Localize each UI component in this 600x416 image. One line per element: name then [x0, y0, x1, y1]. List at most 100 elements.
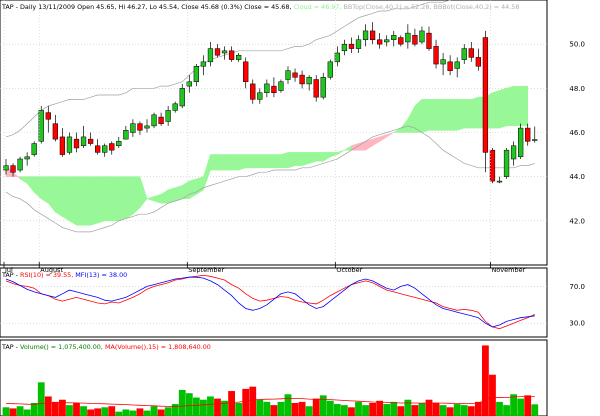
cloud-segment	[224, 154, 232, 171]
candle-body	[179, 88, 185, 107]
cloud-segment	[139, 176, 148, 209]
candle-body	[10, 165, 16, 173]
cloud-segment	[111, 176, 120, 222]
candle-body	[80, 136, 87, 147]
volume-bar	[439, 405, 447, 416]
candle-body	[327, 61, 333, 78]
cloud-segment	[118, 176, 127, 222]
candle-body	[461, 48, 467, 60]
volume-bar	[524, 395, 532, 416]
volume-bar	[242, 388, 250, 416]
volume-bar	[291, 402, 299, 416]
volume-bar	[143, 410, 151, 416]
cloud-segment	[315, 152, 324, 162]
candle-body	[292, 72, 298, 78]
month-label: November	[491, 266, 525, 274]
candle-body	[532, 139, 538, 141]
cloud-segment	[90, 176, 98, 226]
volume-bar	[270, 405, 278, 416]
cloud-segment	[280, 151, 289, 169]
volume-bar	[94, 408, 102, 416]
volume-bar	[200, 399, 207, 416]
cloud-segment	[132, 176, 141, 215]
cloud-segment	[301, 152, 310, 167]
price-tick-label: 42.0	[569, 217, 585, 225]
candle-body	[228, 50, 235, 60]
candle-body	[45, 112, 51, 120]
month-label: September	[188, 266, 224, 274]
candle-body	[207, 48, 214, 63]
candle-body	[306, 77, 312, 85]
month-label: October	[336, 266, 362, 274]
volume-bar	[453, 404, 461, 416]
volume-bar	[129, 410, 137, 416]
volume-bar	[432, 402, 440, 416]
volume-bar	[362, 405, 369, 416]
candle-body	[38, 110, 44, 142]
volume-bar	[256, 399, 264, 416]
volume-bar	[390, 401, 398, 416]
candle-body	[95, 145, 101, 153]
candle-body	[193, 66, 199, 82]
candle-body	[362, 30, 369, 40]
cloud-segment	[287, 152, 296, 169]
cloud-segment	[259, 154, 268, 169]
cloud-segment	[266, 154, 275, 169]
volume-bar	[397, 406, 405, 416]
candle-body	[468, 48, 474, 58]
cloud-segment	[217, 154, 225, 171]
candle-body	[243, 61, 249, 82]
volume-bar	[66, 405, 73, 416]
volume-bar	[263, 401, 271, 416]
candle-body	[391, 35, 397, 40]
volume-bar	[171, 404, 179, 416]
cloud-segment	[273, 154, 282, 169]
price-tick-label: 46.0	[569, 129, 585, 137]
volume-bar	[185, 393, 193, 416]
volume-bar	[503, 405, 510, 416]
price-header-part: BBBot(Close,40,2) = 44.58	[431, 3, 519, 11]
cloud-segment	[463, 99, 472, 129]
price-header-part: Cloud = 46.97,	[291, 3, 341, 11]
volume-bar	[192, 397, 200, 416]
volume-bar	[305, 406, 313, 416]
volume-bar	[510, 394, 517, 416]
candle-body	[412, 35, 418, 45]
cloud-segment	[62, 176, 70, 222]
volume-bar	[178, 389, 186, 416]
volume-bar	[425, 399, 433, 416]
candle-body	[341, 43, 348, 52]
candle-body	[503, 149, 510, 177]
price-tick-label: 48.0	[569, 85, 585, 93]
volume-bar	[44, 396, 52, 416]
volume-bar	[214, 398, 221, 416]
candle-body	[165, 110, 171, 122]
candle-body	[250, 83, 256, 100]
mfi-line	[5, 276, 535, 328]
cloud-segment	[449, 99, 458, 131]
cloud-segment	[245, 154, 254, 169]
volume-bar	[51, 401, 59, 416]
candle-body	[137, 123, 143, 131]
cloud-segment	[83, 176, 91, 226]
candle-body	[440, 59, 446, 65]
candle-body	[73, 138, 80, 149]
volume-header-part: TAP -	[1, 343, 20, 351]
rsi-panel-header: TAP - RSI(10) = 39.55, MFI(13) = 38.00	[1, 271, 127, 279]
volume-bar	[87, 409, 94, 416]
volume-bar	[115, 411, 123, 416]
volume-bar	[446, 407, 454, 416]
volume-header-part: Volume() = 1,075,400.00,	[20, 343, 103, 351]
candle-body	[285, 70, 291, 80]
volume-bar	[369, 402, 376, 416]
candle-body	[433, 46, 439, 65]
bollinger-bottom-line	[5, 125, 535, 233]
price-header-part: BBTop(Close,40,2) = 52.28,	[341, 3, 431, 11]
candle-body	[313, 79, 319, 98]
candle-body	[151, 114, 157, 127]
volume-bar	[531, 404, 539, 416]
cloud-segment	[456, 99, 465, 131]
volume-bar	[298, 401, 306, 416]
cloud-segment	[167, 187, 176, 204]
volume-bar	[418, 402, 426, 416]
